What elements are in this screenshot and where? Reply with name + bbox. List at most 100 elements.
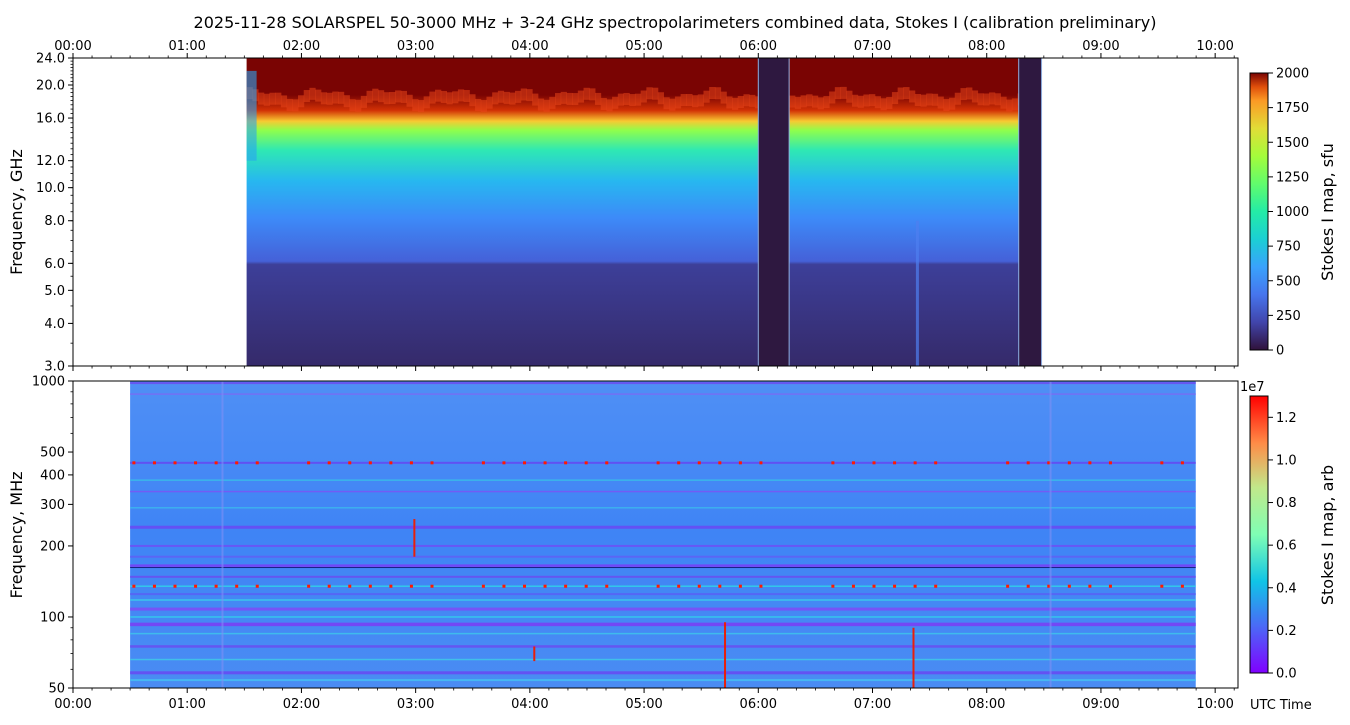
flux-texture: [423, 96, 430, 109]
flux-texture: [560, 91, 567, 104]
x-tick-label: 08:00: [968, 39, 1005, 54]
flux-texture: [1000, 96, 1007, 109]
rfi-burst: [523, 584, 527, 588]
colorbar-tick-label: 0.2: [1276, 624, 1297, 639]
flux-texture: [389, 91, 396, 104]
flux-texture: [337, 91, 345, 104]
x-tick-label: 08:00: [968, 697, 1005, 712]
rfi-burst: [235, 461, 239, 465]
flux-texture: [869, 94, 876, 107]
flux-texture: [846, 90, 853, 103]
flux-texture: [1006, 99, 1013, 112]
rfi-burst: [913, 584, 917, 588]
flux-texture: [714, 87, 722, 100]
colorbar-tick-label: 0.4: [1276, 581, 1297, 596]
flux-texture: [537, 98, 545, 111]
x-tick-label: 01:00: [168, 697, 205, 712]
colorbar-tick-label: 1750: [1276, 101, 1309, 116]
flux-texture: [960, 88, 967, 101]
flux-texture: [366, 90, 373, 103]
flux-texture: [686, 93, 693, 106]
lower-y-axis-label: Frequency, MHz: [7, 471, 26, 598]
flux-texture: [697, 94, 704, 107]
flux-texture: [800, 95, 807, 108]
flux-texture: [817, 97, 824, 110]
frequency-band: [130, 555, 1196, 558]
flux-texture: [406, 94, 413, 107]
upper-spectrogram: [246, 57, 1043, 367]
flux-texture: [554, 93, 562, 106]
frequency-band: [130, 585, 1196, 587]
x-tick-label: 06:00: [740, 39, 777, 54]
flux-texture: [811, 95, 819, 108]
rfi-burst: [677, 584, 681, 588]
flux-texture: [897, 87, 904, 100]
rfi-burst: [430, 461, 434, 465]
colorbar-tick-label: 0.8: [1276, 496, 1297, 511]
flux-texture: [931, 93, 939, 106]
x-tick-label: 00:00: [54, 697, 91, 712]
flux-texture: [629, 94, 636, 107]
rfi-burst: [564, 584, 568, 588]
flux-texture: [692, 95, 699, 108]
flux-texture: [983, 93, 990, 106]
flux-texture: [263, 93, 270, 106]
flux-texture: [383, 92, 390, 105]
flux-texture: [395, 90, 402, 103]
y-tick-label: 4.0: [44, 317, 65, 332]
rfi-burst: [1026, 461, 1030, 465]
y-tick-label: 50: [48, 682, 65, 697]
flux-texture: [949, 97, 956, 110]
calibration-gap: [757, 57, 790, 367]
flux-texture: [937, 96, 944, 109]
rfi-burst: [872, 584, 876, 588]
lower-colorbar-ticks: 0.0 0.2 0.4 0.6 0.8 1.0 1.2: [1268, 411, 1297, 682]
flux-texture: [572, 93, 579, 106]
flux-texture: [640, 90, 647, 103]
flux-texture: [994, 93, 1001, 106]
rfi-burst: [368, 584, 372, 588]
rfi-burst: [1026, 584, 1030, 588]
rfi-burst: [1067, 461, 1071, 465]
x-tick-label: 05:00: [625, 39, 662, 54]
flux-texture: [532, 93, 539, 106]
upper-bottom-x-axis: [72, 366, 1235, 371]
flux-texture: [475, 98, 482, 111]
rfi-burst: [656, 584, 660, 588]
rfi-burst: [831, 584, 835, 588]
rfi-burst: [152, 461, 156, 465]
frequency-band: [130, 567, 1196, 569]
rfi-burst: [152, 584, 156, 588]
flux-texture: [452, 91, 459, 104]
rfi-burst: [1108, 461, 1112, 465]
flux-texture: [652, 87, 659, 100]
lower-colorbar-offset: 1e7: [1240, 380, 1265, 395]
spectrogram-segment: [789, 58, 1019, 366]
flux-texture: [303, 90, 310, 103]
flux-texture: [903, 87, 910, 100]
lower-y-axis: 50 100 200 300 400 500 1000: [32, 375, 73, 697]
flux-texture: [309, 87, 316, 100]
x-tick-label: 00:00: [54, 39, 91, 54]
rfi-burst: [255, 461, 259, 465]
rfi-burst: [851, 461, 855, 465]
y-tick-label: 20.0: [36, 79, 65, 94]
chart-title: 2025-11-28 SOLARSPEL 50-3000 MHz + 3-24 …: [194, 13, 1157, 32]
rfi-burst: [409, 584, 413, 588]
rfi-burst: [389, 461, 393, 465]
rfi-burst: [1160, 461, 1164, 465]
upper-colorbar-ticks: 0 250 500 750 1000 1250 1500 1750 2000: [1268, 67, 1309, 359]
flux-texture: [549, 96, 556, 109]
flux-texture: [286, 98, 293, 111]
frequency-band: [130, 382, 1196, 385]
y-tick-label: 16.0: [36, 112, 65, 127]
flux-texture: [834, 87, 842, 100]
rfi-burst: [409, 461, 413, 465]
rfi-burst: [1006, 584, 1010, 588]
frequency-band: [130, 544, 1196, 547]
x-tick-label: 10:00: [1196, 697, 1233, 712]
burst: [413, 519, 416, 557]
rfi-burst: [1088, 461, 1092, 465]
flux-texture: [703, 90, 710, 103]
flux-texture: [926, 93, 933, 106]
